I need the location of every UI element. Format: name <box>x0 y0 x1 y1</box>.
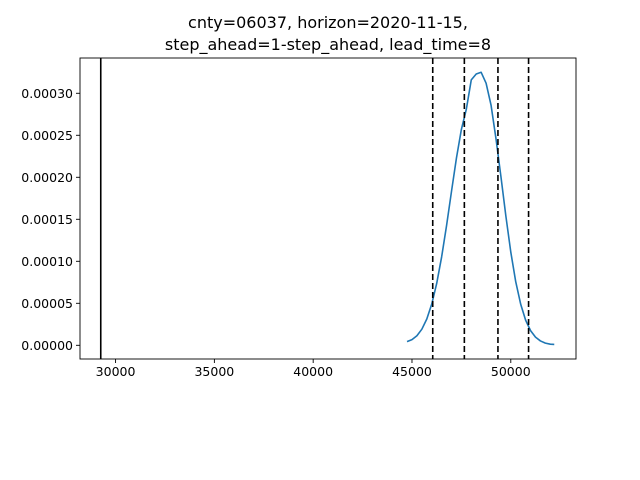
x-tick-label: 45000 <box>392 364 432 379</box>
x-tick-label: 50000 <box>491 364 531 379</box>
y-tick-label: 0.00005 <box>21 296 73 311</box>
axes-frame <box>79 57 577 360</box>
y-tick-label: 0.00025 <box>21 128 73 143</box>
y-tick-label: 0.00010 <box>21 254 73 269</box>
x-tick-label: 40000 <box>293 364 333 379</box>
series-line-0 <box>406 71 555 346</box>
y-tick-label: 0.00020 <box>21 170 73 185</box>
y-tick-label: 0.00030 <box>21 86 73 101</box>
chart-title-line-2: step_ahead=1-step_ahead, lead_time=8 <box>165 35 491 55</box>
y-tick-label: 0.00000 <box>21 338 73 353</box>
x-tick-label: 30000 <box>96 364 136 379</box>
y-tick-label: 0.00015 <box>21 212 73 227</box>
chart-title-line-1: cnty=06037, horizon=2020-11-15, <box>188 13 468 32</box>
x-tick-label: 35000 <box>194 364 234 379</box>
plot-area: 30000 35000 40000 45000 50000 0.00000 0.00005 0… <box>21 57 577 379</box>
